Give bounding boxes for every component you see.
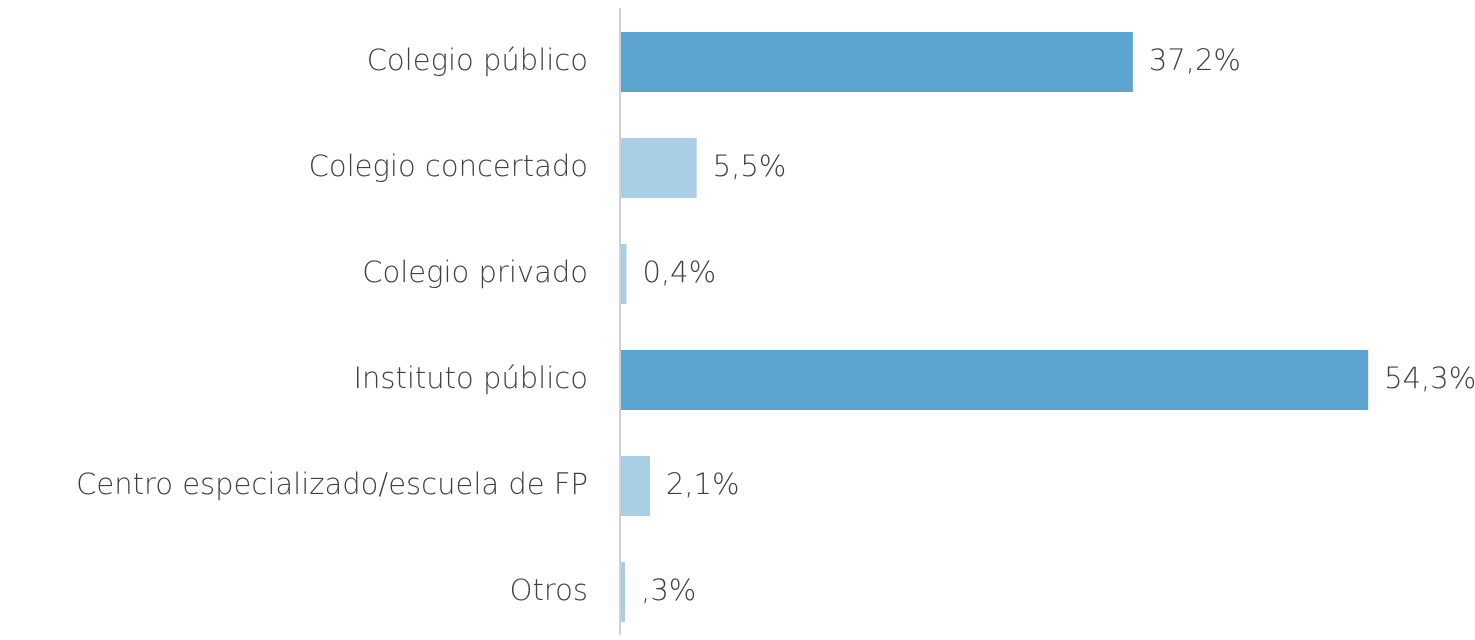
bar xyxy=(621,562,626,622)
bar xyxy=(621,244,627,304)
bar xyxy=(621,138,697,198)
value-label: 5,5% xyxy=(713,149,787,183)
category-label: Colegio privado xyxy=(362,255,588,289)
bar xyxy=(621,32,1133,92)
category-label: Colegio concertado xyxy=(309,149,588,183)
value-label: 0,4% xyxy=(643,255,717,289)
value-label: 54,3% xyxy=(1384,361,1475,395)
value-label: 2,1% xyxy=(666,467,740,501)
category-label: Otros xyxy=(510,573,588,607)
bar xyxy=(621,456,650,516)
bar xyxy=(621,350,1369,410)
category-label: Colegio público xyxy=(367,43,588,77)
category-label: Instituto público xyxy=(353,361,588,395)
value-label: 37,2% xyxy=(1149,43,1241,77)
value-label: ,3% xyxy=(641,573,696,607)
category-label: Centro especializado/escuela de FP xyxy=(76,467,588,501)
